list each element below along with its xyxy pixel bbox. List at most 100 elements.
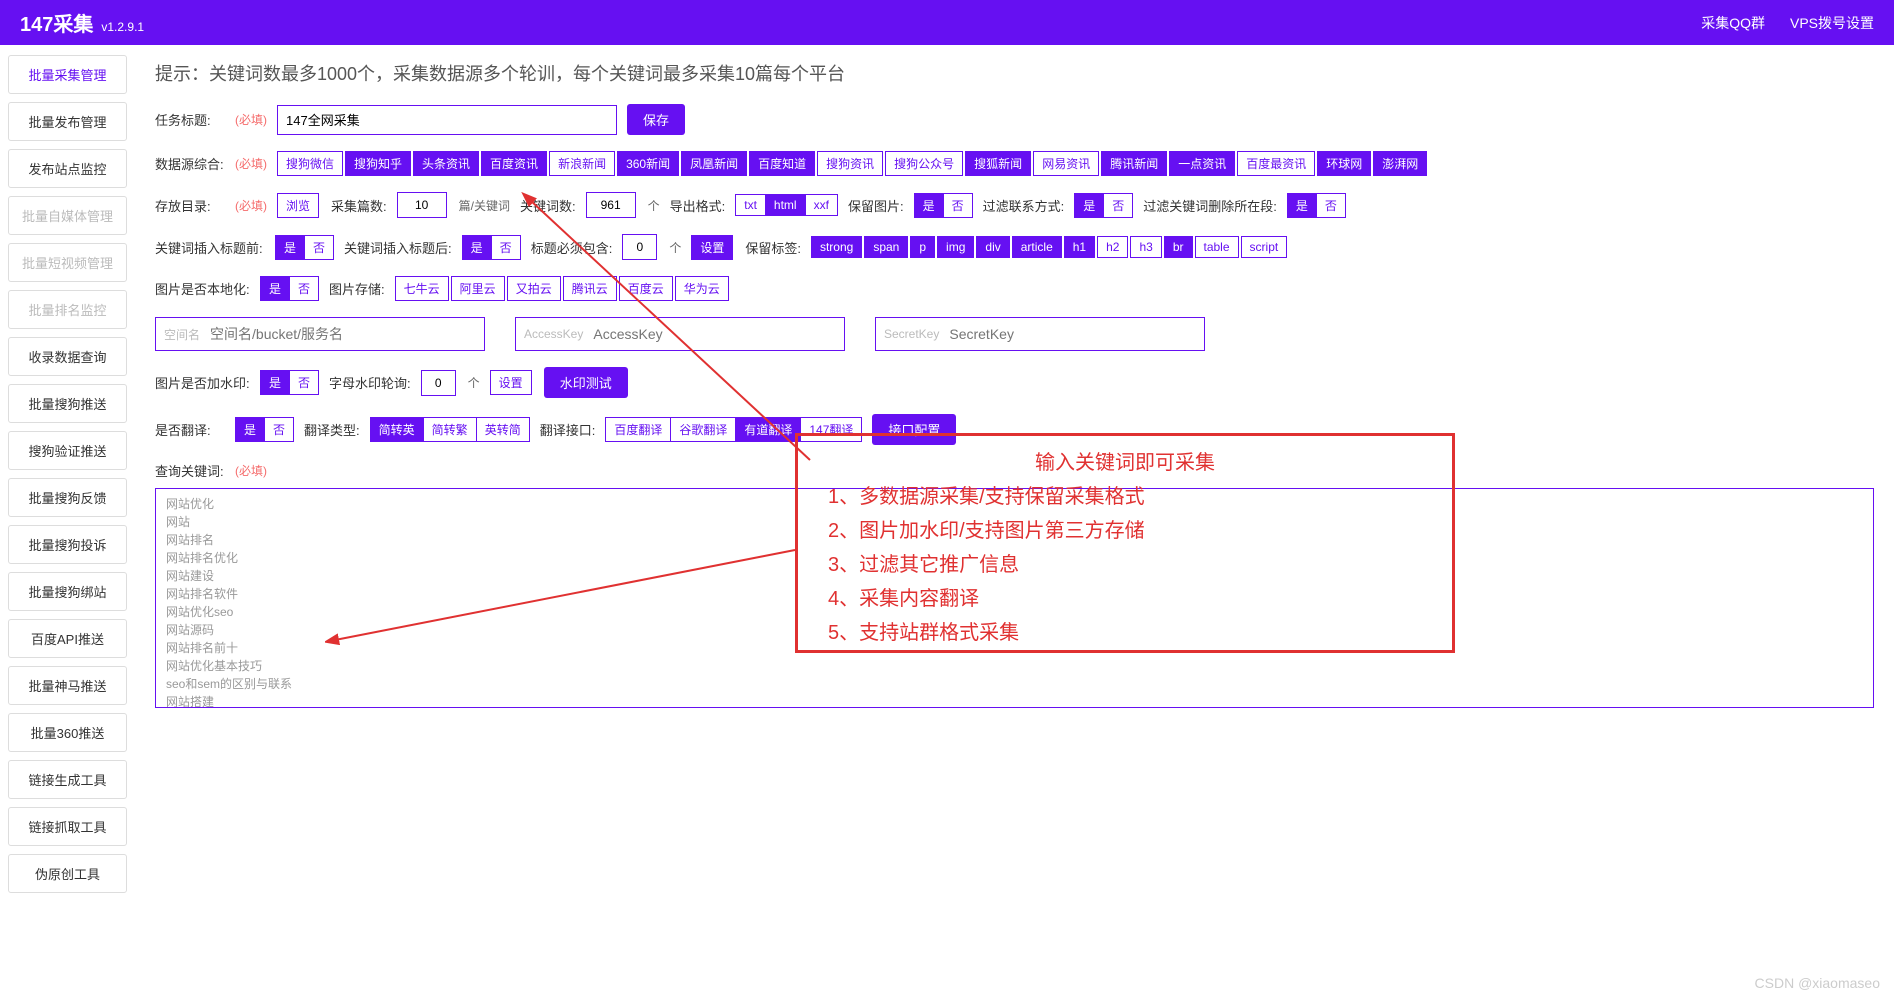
sidebar-item[interactable]: 发布站点监控 <box>8 149 127 188</box>
data-source-tag[interactable]: 凤凰新闻 <box>681 151 747 176</box>
cloud-storage-option[interactable]: 腾讯云 <box>563 276 617 301</box>
bucket-input[interactable] <box>210 326 476 342</box>
sidebar-item[interactable]: 批量360推送 <box>8 713 127 752</box>
insert-before-option[interactable]: 否 <box>304 235 334 260</box>
keep-tag-option[interactable]: span <box>864 236 908 258</box>
save-button[interactable]: 保存 <box>627 104 685 135</box>
translate-type-option[interactable]: 简转英 <box>370 417 423 442</box>
task-title-input[interactable] <box>277 105 617 135</box>
sidebar-item[interactable]: 批量排名监控 <box>8 290 127 329</box>
watermark-set-button[interactable]: 设置 <box>490 370 532 395</box>
sidebar-item[interactable]: 批量采集管理 <box>8 55 127 94</box>
data-source-tag[interactable]: 百度知道 <box>749 151 815 176</box>
secretkey-input[interactable] <box>949 326 1196 342</box>
translate-api-option[interactable]: 谷歌翻译 <box>670 417 735 442</box>
sidebar-item[interactable]: 批量搜狗投诉 <box>8 525 127 564</box>
keyword-count-input[interactable] <box>586 192 636 218</box>
keep-tag-option[interactable]: img <box>937 236 974 258</box>
watermark-test-button[interactable]: 水印测试 <box>544 367 628 398</box>
must-contain-input[interactable] <box>622 234 657 260</box>
header: 147采集 v1.2.9.1 采集QQ群 VPS拨号设置 <box>0 0 1894 45</box>
filter-contact-option[interactable]: 是 <box>1074 193 1103 218</box>
cloud-storage-option[interactable]: 七牛云 <box>395 276 449 301</box>
data-source-tag[interactable]: 澎湃网 <box>1373 151 1427 176</box>
data-source-tag[interactable]: 一点资讯 <box>1169 151 1235 176</box>
translate-type-option[interactable]: 简转繁 <box>423 417 476 442</box>
keep-tag-option[interactable]: p <box>910 236 935 258</box>
keep-tag-option[interactable]: strong <box>811 236 862 258</box>
keep-tag-option[interactable]: div <box>976 236 1009 258</box>
data-source-tag[interactable]: 网易资讯 <box>1033 151 1099 176</box>
sidebar-item[interactable]: 批量短视频管理 <box>8 243 127 282</box>
keep-tag-option[interactable]: h2 <box>1097 236 1128 258</box>
data-source-tag[interactable]: 搜狗资讯 <box>817 151 883 176</box>
data-source-tag[interactable]: 腾讯新闻 <box>1101 151 1167 176</box>
keep-tag-option[interactable]: h3 <box>1130 236 1161 258</box>
data-source-tag[interactable]: 搜狗微信 <box>277 151 343 176</box>
sidebar-item[interactable]: 伪原创工具 <box>8 854 127 893</box>
sidebar-item[interactable]: 搜狗验证推送 <box>8 431 127 470</box>
watermark-rotate-input[interactable] <box>421 370 456 396</box>
image-local-option[interactable]: 是 <box>260 276 289 301</box>
export-format-label: 导出格式: <box>670 196 726 215</box>
data-source-tag[interactable]: 百度资讯 <box>481 151 547 176</box>
browse-button[interactable]: 浏览 <box>277 193 319 218</box>
filter-contact-label: 过滤联系方式: <box>983 196 1065 215</box>
csdn-watermark: CSDN @xiaomaseo <box>1755 975 1880 991</box>
insert-after-option[interactable]: 否 <box>491 235 521 260</box>
image-local-option[interactable]: 否 <box>289 276 319 301</box>
data-source-tag[interactable]: 头条资讯 <box>413 151 479 176</box>
translate-api-option[interactable]: 百度翻译 <box>605 417 670 442</box>
sidebar-item[interactable]: 链接生成工具 <box>8 760 127 799</box>
link-vps-settings[interactable]: VPS拨号设置 <box>1790 13 1874 33</box>
data-source-tag[interactable]: 搜狗公众号 <box>885 151 963 176</box>
keep-image-option[interactable]: 否 <box>943 193 973 218</box>
keep-tag-option[interactable]: table <box>1195 236 1239 258</box>
data-source-tag[interactable]: 搜狐新闻 <box>965 151 1031 176</box>
keep-tag-option[interactable]: script <box>1241 236 1288 258</box>
link-qq-group[interactable]: 采集QQ群 <box>1701 13 1765 33</box>
insert-after-option[interactable]: 是 <box>462 235 491 260</box>
collect-count-input[interactable] <box>397 192 447 218</box>
translate-option[interactable]: 否 <box>264 417 294 442</box>
translate-api-option[interactable]: 147翻译 <box>800 417 862 442</box>
export-format-option[interactable]: xxf <box>805 194 838 216</box>
keep-tag-option[interactable]: h1 <box>1064 236 1095 258</box>
cloud-storage-option[interactable]: 阿里云 <box>451 276 505 301</box>
sidebar-item[interactable]: 链接抓取工具 <box>8 807 127 846</box>
sidebar-item[interactable]: 批量搜狗反馈 <box>8 478 127 517</box>
data-source-tag[interactable]: 环球网 <box>1317 151 1371 176</box>
sidebar-item[interactable]: 百度API推送 <box>8 619 127 658</box>
data-source-tag[interactable]: 360新闻 <box>617 151 679 176</box>
cloud-storage-option[interactable]: 华为云 <box>675 276 729 301</box>
filter-contact-option[interactable]: 否 <box>1103 193 1133 218</box>
sidebar-item[interactable]: 批量神马推送 <box>8 666 127 705</box>
export-format-option[interactable]: html <box>765 194 805 216</box>
translate-api-option[interactable]: 有道翻译 <box>735 417 800 442</box>
filter-keyword-option[interactable]: 是 <box>1287 193 1316 218</box>
keep-tag-option[interactable]: article <box>1012 236 1062 258</box>
keywords-textarea[interactable] <box>155 488 1874 708</box>
accesskey-input[interactable] <box>593 326 836 342</box>
sidebar-item[interactable]: 批量发布管理 <box>8 102 127 141</box>
watermark-option[interactable]: 否 <box>289 370 319 395</box>
data-source-tag[interactable]: 百度最资讯 <box>1237 151 1315 176</box>
data-source-tag[interactable]: 新浪新闻 <box>549 151 615 176</box>
insert-before-option[interactable]: 是 <box>275 235 304 260</box>
must-set-button[interactable]: 设置 <box>691 235 733 260</box>
cloud-storage-option[interactable]: 又拍云 <box>507 276 561 301</box>
keep-tag-option[interactable]: br <box>1164 236 1193 258</box>
api-config-button[interactable]: 接口配置 <box>872 414 956 445</box>
sidebar-item[interactable]: 批量搜狗推送 <box>8 384 127 423</box>
keep-image-option[interactable]: 是 <box>914 193 943 218</box>
sidebar-item[interactable]: 收录数据查询 <box>8 337 127 376</box>
cloud-storage-option[interactable]: 百度云 <box>619 276 673 301</box>
translate-option[interactable]: 是 <box>235 417 264 442</box>
watermark-option[interactable]: 是 <box>260 370 289 395</box>
data-source-tag[interactable]: 搜狗知乎 <box>345 151 411 176</box>
translate-type-option[interactable]: 英转简 <box>476 417 530 442</box>
export-format-option[interactable]: txt <box>735 194 765 216</box>
sidebar-item[interactable]: 批量自媒体管理 <box>8 196 127 235</box>
sidebar-item[interactable]: 批量搜狗绑站 <box>8 572 127 611</box>
filter-keyword-option[interactable]: 否 <box>1316 193 1346 218</box>
